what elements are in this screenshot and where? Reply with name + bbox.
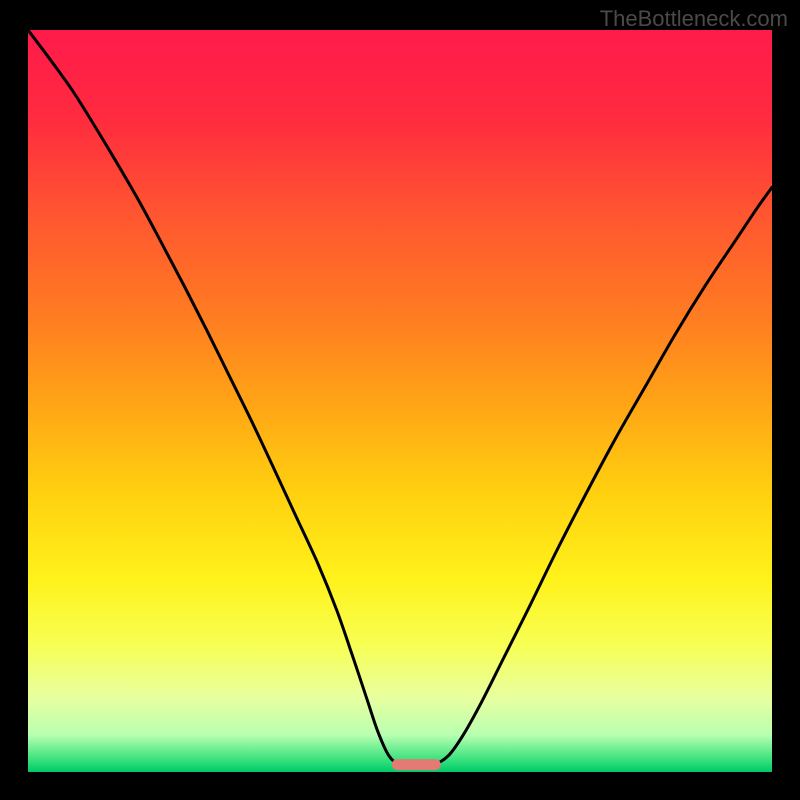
bottleneck-curve bbox=[28, 30, 772, 772]
chart-container: TheBottleneck.com bbox=[0, 0, 800, 800]
optimal-marker bbox=[392, 759, 440, 771]
watermark-text: TheBottleneck.com bbox=[600, 6, 788, 32]
plot-area bbox=[28, 30, 772, 772]
